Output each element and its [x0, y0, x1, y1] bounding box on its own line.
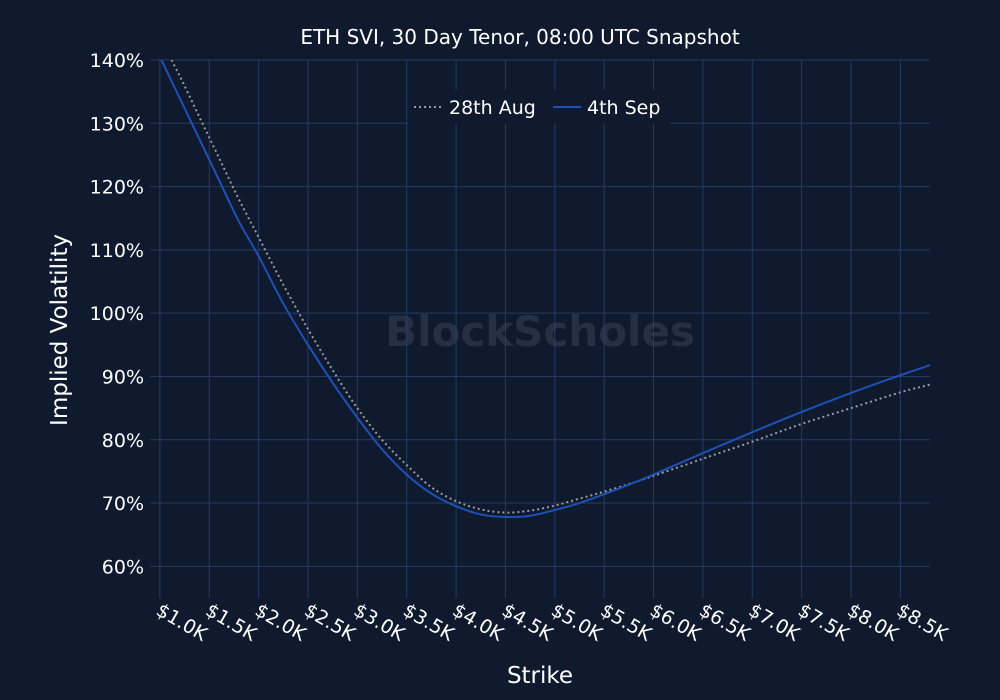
x-tick-labels: $1.0K$1.5K$2.0K$2.5K$3.0K$3.5K$4.0K$4.5K… [152, 599, 951, 646]
x-axis-label: Strike [507, 663, 573, 689]
series-line-28th-aug [170, 60, 930, 514]
series-layer [160, 60, 930, 519]
x-tick-label: $6.0K [646, 599, 705, 646]
legend-label: 4th Sep [587, 97, 660, 119]
x-tick-label: $4.0K [449, 599, 508, 646]
x-tick-label: $3.0K [350, 599, 409, 646]
y-tick-label: 60% [102, 556, 144, 578]
x-tick-label: $8.5K [893, 599, 952, 646]
y-tick-label: 110% [90, 240, 144, 262]
y-tick-label: 120% [90, 177, 144, 199]
x-tick-label: $7.0K [745, 599, 804, 646]
x-tick-label: $1.5K [202, 599, 261, 646]
y-tick-label: 130% [90, 113, 144, 135]
y-axis-label: Implied Volatility [47, 234, 73, 426]
chart-title: ETH SVI, 30 Day Tenor, 08:00 UTC Snapsho… [300, 25, 740, 49]
legend-label: 28th Aug [449, 97, 536, 119]
legend: 28th Aug 4th Sep [408, 90, 670, 124]
x-tick-label: $5.5K [597, 599, 656, 646]
x-tick-label: $4.5K [498, 599, 557, 646]
x-tick-label: $1.0K [152, 599, 211, 646]
y-tick-label: 70% [102, 493, 144, 515]
y-tick-labels: 60% 70% 80% 90% 100% 110% 120% 130% 140% [90, 50, 144, 578]
y-tick-label: 80% [102, 430, 144, 452]
x-tick-label: $7.5K [794, 599, 853, 646]
x-tick-label: $5.0K [547, 599, 606, 646]
x-tick-label: $2.0K [251, 599, 310, 646]
y-tick-label: 140% [90, 50, 144, 72]
x-tick-label: $3.5K [399, 599, 458, 646]
series-line-4th-sep [160, 60, 930, 519]
legend-background [408, 90, 670, 124]
y-tick-label: 100% [90, 303, 144, 325]
x-tick-label: $6.5K [695, 599, 754, 646]
watermark: BlockScholes [385, 307, 695, 356]
y-tick-label: 90% [102, 366, 144, 388]
x-tick-label: $2.5K [300, 599, 359, 646]
x-tick-label: $8.0K [844, 599, 903, 646]
